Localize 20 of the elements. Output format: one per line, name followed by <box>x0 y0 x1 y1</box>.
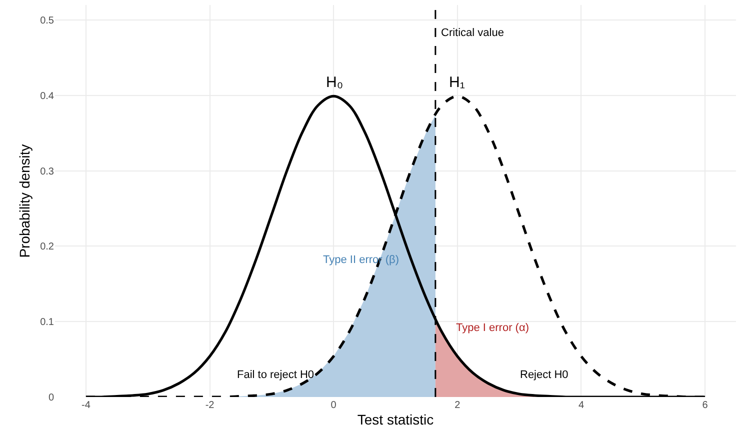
x-tick-label: -2 <box>205 400 215 411</box>
y-tick-label: 0 <box>48 392 54 404</box>
x-tick-label: 4 <box>578 400 584 411</box>
y-tick-label: 0.5 <box>40 16 54 27</box>
x-axis-title: Test statistic <box>357 411 434 428</box>
ref-line-label: Critical value <box>441 27 504 39</box>
annotation: H₁ <box>449 74 465 91</box>
y-tick-label: 0.2 <box>40 242 54 253</box>
y-axis-title: Probability density <box>16 144 33 258</box>
y-tick-label: 0.3 <box>40 166 54 178</box>
y-tick-label: 0.1 <box>40 317 54 328</box>
annotation: Type I error (α) <box>456 322 529 334</box>
y-tick-label: 0.4 <box>40 90 54 102</box>
annotation: Reject H0 <box>520 369 568 381</box>
x-tick-label: 2 <box>454 400 461 411</box>
x-tick-label: 6 <box>702 400 708 411</box>
x-tick-label: -4 <box>81 400 91 411</box>
x-tick-label: 0 <box>330 400 337 411</box>
annotation: Fail to reject H0 <box>237 369 314 381</box>
annotation: H₀ <box>326 74 344 91</box>
